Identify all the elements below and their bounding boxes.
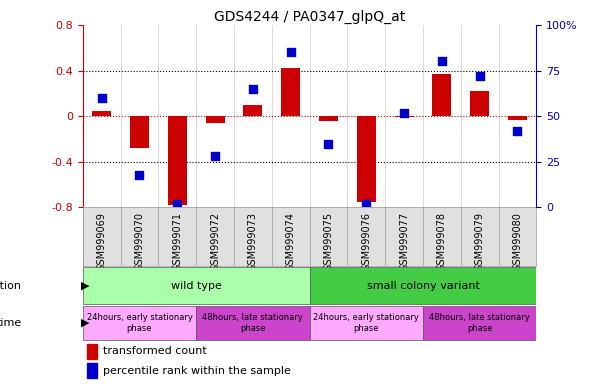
Text: GSM999078: GSM999078	[437, 212, 447, 271]
Bar	[243, 105, 262, 116]
Text: ▶: ▶	[80, 281, 89, 291]
Bar	[423, 306, 536, 340]
Bar	[130, 116, 149, 148]
Point	[210, 153, 220, 159]
Point	[97, 95, 107, 101]
Bar	[319, 116, 338, 121]
Bar	[87, 363, 97, 378]
Text: GSM999074: GSM999074	[286, 212, 295, 271]
Bar	[470, 91, 489, 116]
Text: GSM999077: GSM999077	[399, 212, 409, 271]
Text: GSM999076: GSM999076	[361, 212, 371, 271]
Point	[324, 141, 333, 147]
Point	[475, 73, 485, 79]
Point	[172, 201, 182, 207]
Text: time: time	[0, 318, 21, 328]
Text: GSM999069: GSM999069	[97, 212, 107, 271]
Bar	[508, 116, 527, 120]
Text: GSM999071: GSM999071	[172, 212, 182, 271]
Bar	[196, 306, 310, 340]
Point	[248, 86, 257, 92]
Bar	[92, 111, 111, 116]
Point	[437, 58, 447, 65]
Text: 24hours, early stationary
phase: 24hours, early stationary phase	[86, 313, 192, 333]
Text: GSM999080: GSM999080	[512, 212, 522, 271]
Text: 48hours, late stationary
phase: 48hours, late stationary phase	[429, 313, 530, 333]
Text: GSM999079: GSM999079	[474, 212, 485, 271]
Point	[361, 201, 371, 207]
Point	[512, 128, 522, 134]
Bar	[83, 267, 310, 305]
Text: GSM999070: GSM999070	[134, 212, 145, 271]
Bar	[310, 267, 536, 305]
Bar	[395, 116, 414, 118]
Text: 24hours, early stationary
phase: 24hours, early stationary phase	[313, 313, 419, 333]
Text: 48hours, late stationary
phase: 48hours, late stationary phase	[202, 313, 303, 333]
Text: GSM999073: GSM999073	[248, 212, 258, 271]
Point	[134, 172, 145, 178]
Point	[399, 109, 409, 116]
Bar	[83, 306, 196, 340]
Bar	[281, 68, 300, 116]
Bar	[357, 116, 376, 202]
Text: genotype/variation: genotype/variation	[0, 281, 21, 291]
Text: GSM999072: GSM999072	[210, 212, 220, 271]
Text: GSM999075: GSM999075	[324, 212, 333, 271]
Bar	[310, 306, 423, 340]
Text: transformed count: transformed count	[103, 346, 207, 356]
Point	[286, 49, 295, 55]
Bar	[168, 116, 187, 205]
Bar	[87, 344, 97, 359]
Text: wild type: wild type	[171, 281, 221, 291]
Bar	[205, 116, 224, 123]
Text: percentile rank within the sample: percentile rank within the sample	[103, 366, 291, 376]
Bar	[432, 74, 451, 116]
Text: small colony variant: small colony variant	[367, 281, 479, 291]
Title: GDS4244 / PA0347_glpQ_at: GDS4244 / PA0347_glpQ_at	[214, 10, 405, 24]
Text: ▶: ▶	[80, 318, 89, 328]
